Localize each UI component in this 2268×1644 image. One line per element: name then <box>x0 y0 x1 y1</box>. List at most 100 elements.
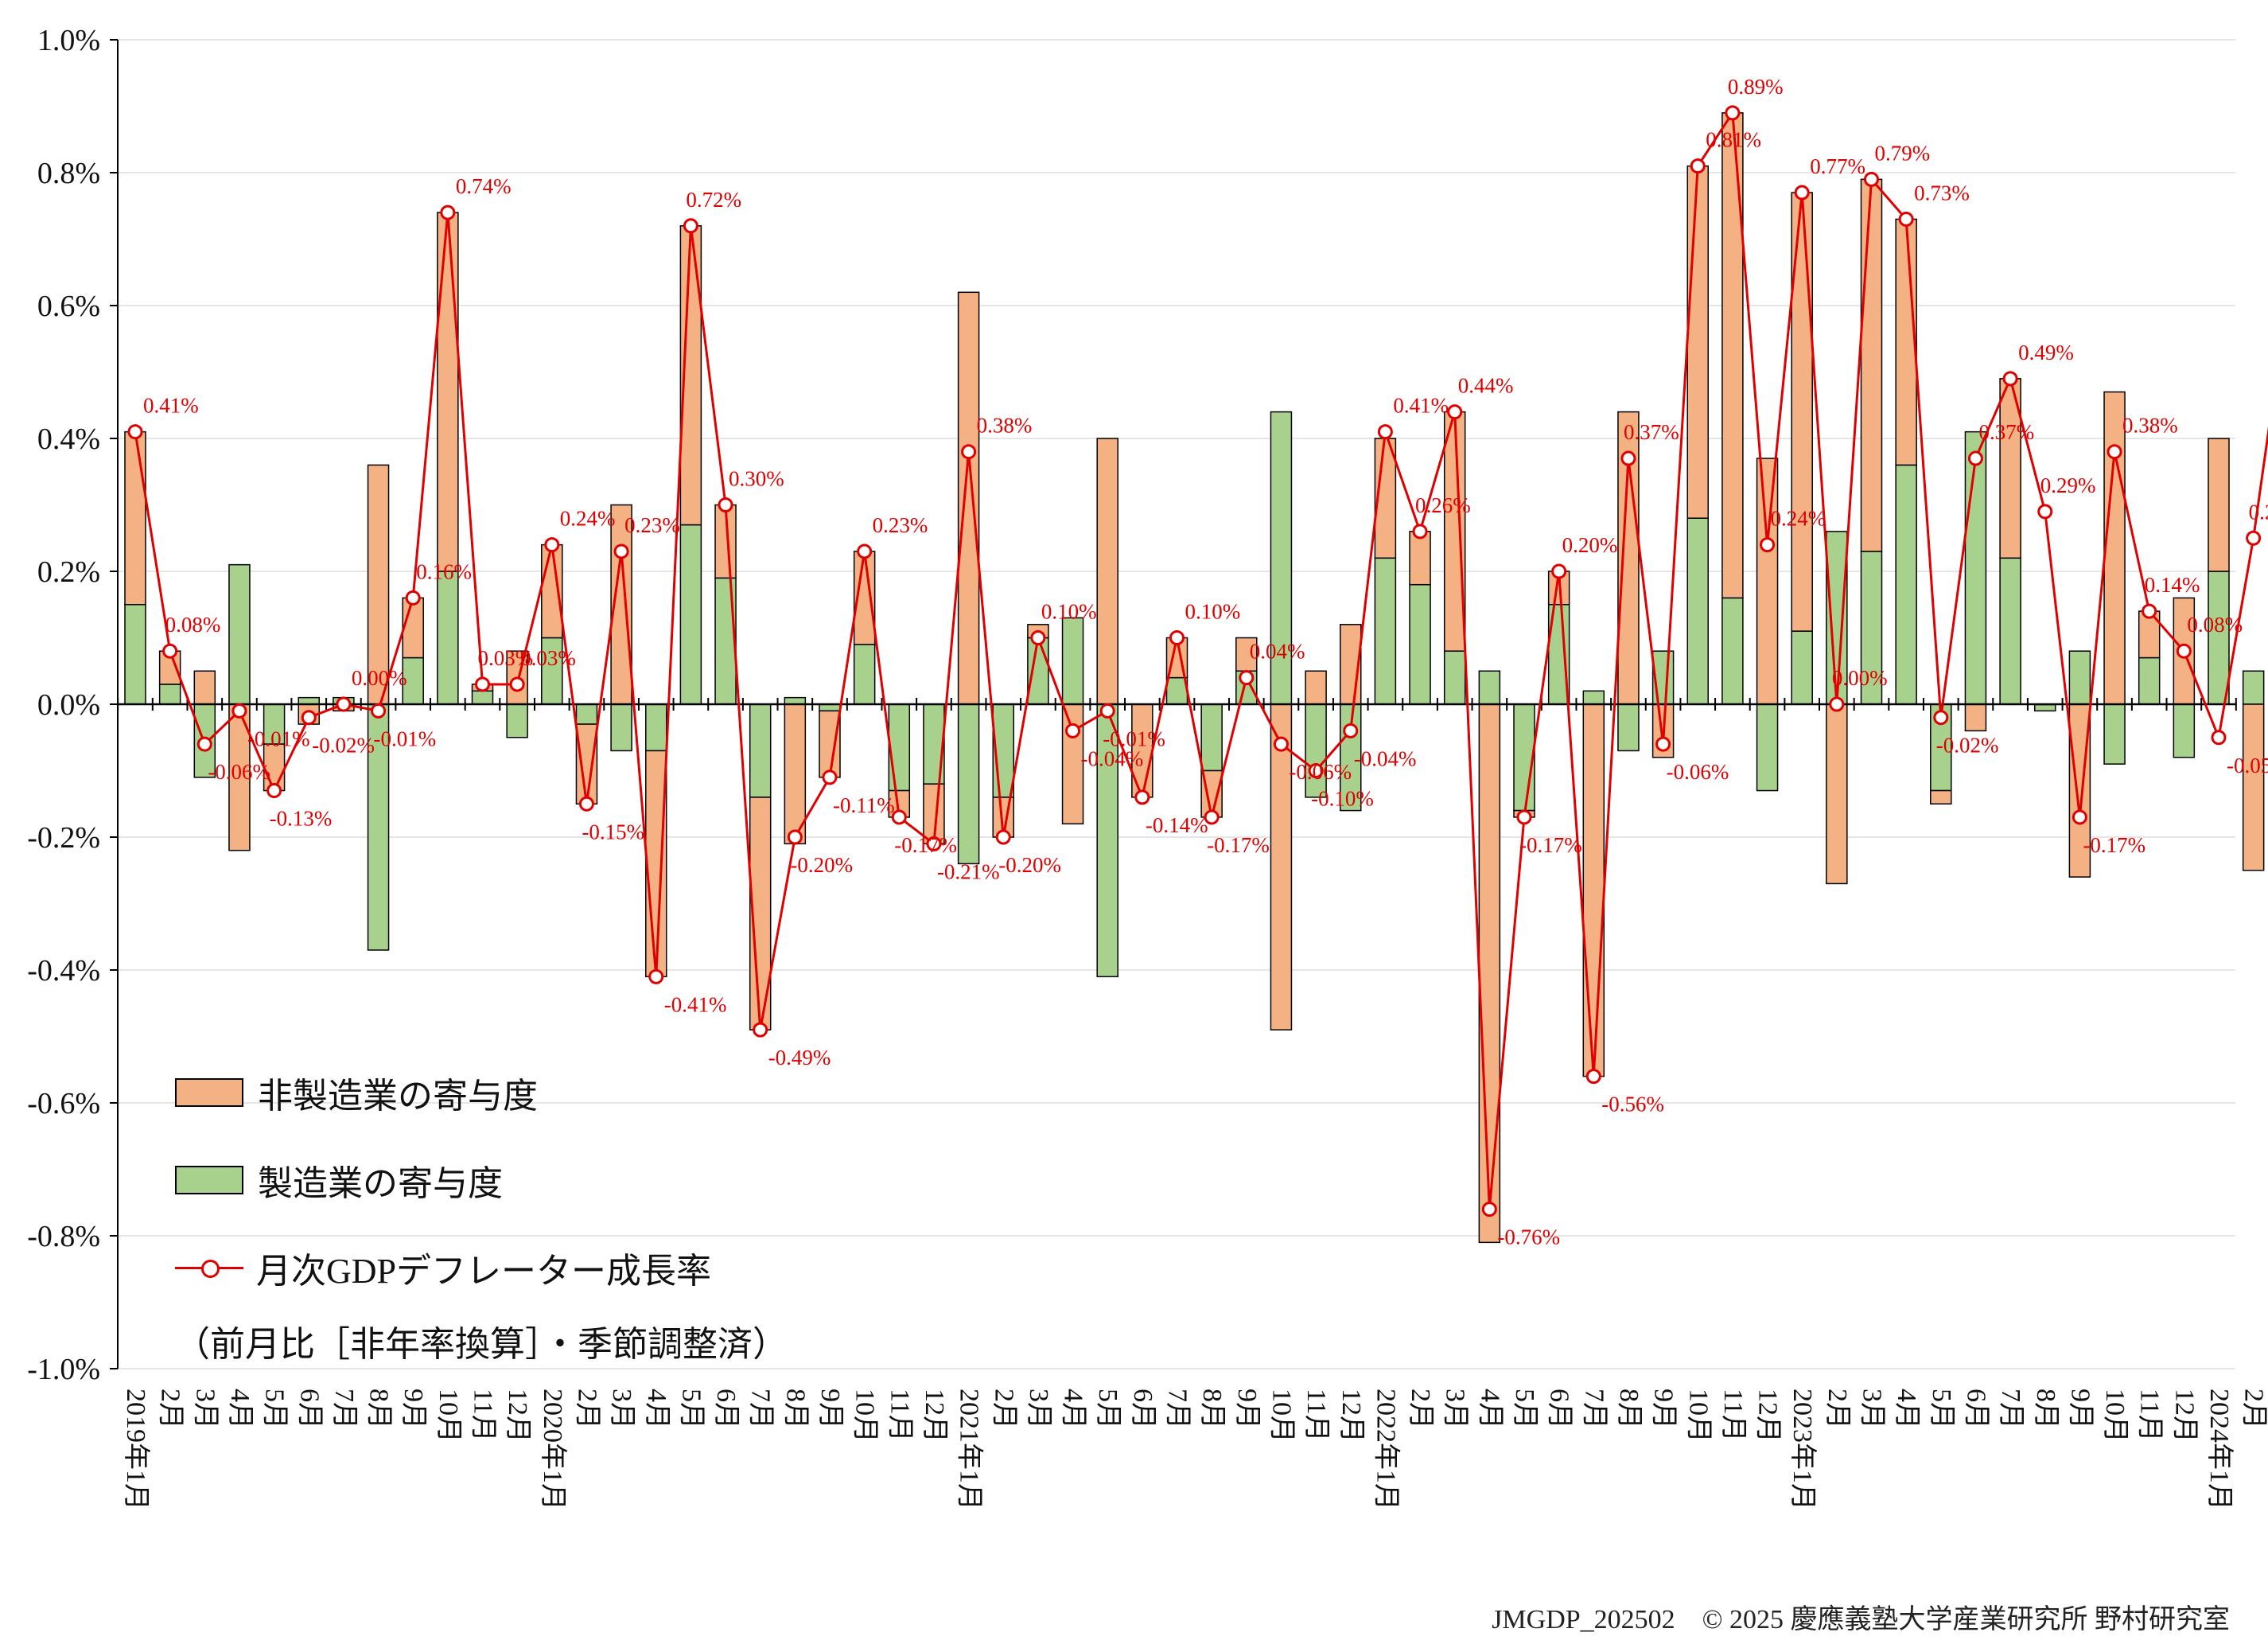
bar-nonmanufacturing <box>2242 703 2265 871</box>
data-label: 0.04% <box>1250 640 1305 664</box>
deflator-point <box>509 676 525 692</box>
data-label: 0.74% <box>456 174 512 198</box>
data-label: -0.04% <box>1081 746 1144 770</box>
x-tick-label: 9月 <box>1649 1389 1679 1429</box>
x-tick-label: 10月 <box>434 1389 463 1443</box>
data-label: 0.16% <box>416 559 472 583</box>
bar-manufacturing <box>1513 703 1535 812</box>
deflator-point <box>787 829 803 845</box>
data-label: -0.17% <box>2083 833 2145 857</box>
x-tick-label: 11月 <box>2135 1389 2165 1442</box>
x-tick-label: 8月 <box>780 1389 810 1429</box>
deflator-point <box>1308 763 1324 778</box>
x-tick-label: 8月 <box>1197 1389 1227 1429</box>
data-label: -0.04% <box>1354 746 1417 770</box>
data-label: 0.08% <box>165 613 221 637</box>
bar-manufacturing <box>298 696 320 705</box>
y-tick-label: 1.0% <box>37 24 100 57</box>
deflator-point <box>2246 530 2262 546</box>
bar-nonmanufacturing <box>819 710 841 778</box>
data-label: -0.06% <box>208 760 270 784</box>
bar-nonmanufacturing <box>1270 703 1293 1030</box>
data-label: 0.03% <box>478 646 534 670</box>
data-label: -0.21% <box>937 859 1000 883</box>
deflator-point <box>1099 703 1115 719</box>
bar-manufacturing <box>888 703 911 792</box>
data-label: 0.23% <box>624 513 680 537</box>
bar-nonmanufacturing <box>402 597 424 659</box>
x-tick-label: 10月 <box>1683 1389 1713 1443</box>
y-tick-label: -0.8% <box>27 1220 100 1253</box>
x-tick-label: 7月 <box>1579 1389 1609 1429</box>
deflator-point <box>1933 710 1949 726</box>
bar-nonmanufacturing <box>1895 218 1917 466</box>
y-tick-label: -0.4% <box>27 954 100 988</box>
x-tick-label: 2020年1月 <box>538 1389 568 1510</box>
bar-nonmanufacturing <box>1409 531 1431 586</box>
deflator-point <box>475 676 490 692</box>
legend-item-manufacturing: 製造業の寄与度 <box>175 1136 788 1224</box>
bar-manufacturing <box>1096 703 1118 978</box>
data-label: -0.17% <box>1519 833 1582 857</box>
data-label: -0.20% <box>790 853 853 877</box>
data-label: -0.06% <box>1667 760 1729 784</box>
data-label: -0.05% <box>2227 754 2268 777</box>
bar-nonmanufacturing <box>2208 438 2230 572</box>
data-label: -0.01% <box>247 727 310 750</box>
data-label: -0.11% <box>833 793 895 817</box>
bar-manufacturing <box>124 604 146 705</box>
deflator-point <box>1898 211 1914 227</box>
deflator-point <box>1829 696 1845 712</box>
deflator-point <box>1516 809 1532 825</box>
data-label: -0.02% <box>1936 734 1999 758</box>
x-tick-label: 2月 <box>156 1389 185 1429</box>
bar-manufacturing <box>1478 670 1501 705</box>
data-label: 0.38% <box>2122 414 2178 438</box>
data-label: 0.41% <box>143 394 199 418</box>
bar-manufacturing <box>1061 617 1084 705</box>
y-tick-label: -0.6% <box>27 1087 100 1120</box>
data-label: 0.23% <box>873 513 928 537</box>
x-tick-label: 8月 <box>364 1389 394 1429</box>
deflator-point <box>926 836 942 851</box>
deflator-point <box>1864 171 1879 187</box>
data-label: 0.03% <box>520 646 576 670</box>
bar-nonmanufacturing <box>1930 789 1952 804</box>
bar-manufacturing <box>645 703 667 752</box>
bar-manufacturing <box>1895 464 1917 705</box>
bar-nonmanufacturing <box>437 212 459 572</box>
x-tick-labels: 2019年1月 2月 3月 4月 5月 6月 7月 8月 9月 10月 11月 12月 2020年1月 2… <box>121 1389 2268 1510</box>
bar-nonmanufacturing <box>1478 703 1501 1244</box>
bar-nonmanufacturing <box>1756 458 1779 705</box>
deflator-point <box>578 796 594 812</box>
x-tick-label: 2024年1月 <box>2204 1389 2235 1510</box>
bar-manufacturing <box>1964 430 1987 705</box>
bar-manufacturing <box>158 684 181 705</box>
deflator-point <box>1447 404 1463 420</box>
data-label: 0.44% <box>1458 374 1514 398</box>
data-label: 0.24% <box>1771 507 1826 531</box>
deflator-point <box>2142 603 2157 619</box>
legend-subtitle: （前月比［非年率換算］・季節調整済） <box>175 1325 788 1364</box>
bar-manufacturing <box>1791 630 1813 705</box>
deflator-point <box>1065 723 1081 738</box>
x-tick-label: 4月 <box>225 1389 255 1429</box>
deflator-point <box>2107 444 2122 460</box>
bar-manufacturing <box>1165 676 1188 705</box>
x-tick-label: 6月 <box>1128 1389 1157 1429</box>
deflator-point <box>1620 450 1636 466</box>
data-labels: 0.41% 0.08% -0.06% -0.01% -0.13% -0.02% 0.00% -… <box>143 75 2268 1249</box>
bar-manufacturing <box>1686 517 1709 705</box>
x-tick-label: 6月 <box>1545 1389 1574 1429</box>
bar-manufacturing <box>437 571 459 705</box>
bar-manufacturing <box>263 703 286 745</box>
deflator-point <box>231 703 247 719</box>
deflator-point <box>1760 537 1776 553</box>
bar-manufacturing <box>228 563 251 705</box>
deflator-point <box>718 497 733 512</box>
data-label: 0.24% <box>560 507 616 531</box>
bar-manufacturing <box>1999 557 2021 705</box>
y-tick-label: -1.0% <box>27 1353 100 1386</box>
x-tick-label: 8月 <box>1614 1389 1644 1429</box>
